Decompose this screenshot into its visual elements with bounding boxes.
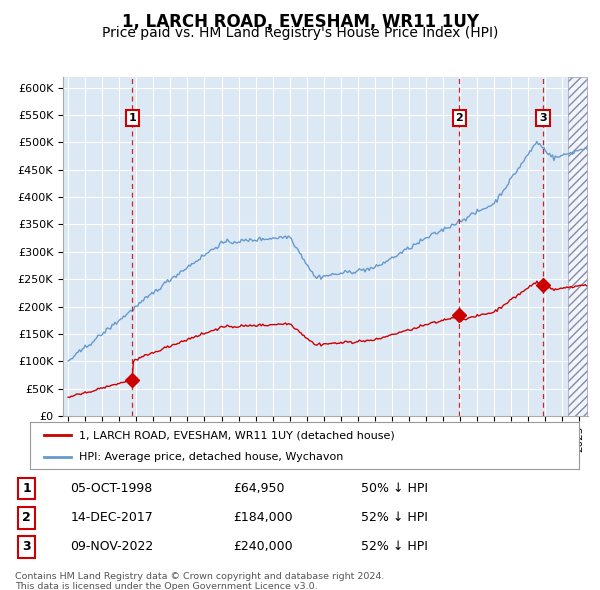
Text: 1, LARCH ROAD, EVESHAM, WR11 1UY: 1, LARCH ROAD, EVESHAM, WR11 1UY	[121, 13, 479, 31]
Text: 3: 3	[539, 113, 547, 123]
Text: 3: 3	[22, 540, 31, 553]
Text: HPI: Average price, detached house, Wychavon: HPI: Average price, detached house, Wych…	[79, 453, 344, 462]
Text: 2: 2	[455, 113, 463, 123]
Text: 52% ↓ HPI: 52% ↓ HPI	[361, 540, 428, 553]
Text: 1, LARCH ROAD, EVESHAM, WR11 1UY (detached house): 1, LARCH ROAD, EVESHAM, WR11 1UY (detach…	[79, 430, 395, 440]
Text: 05-OCT-1998: 05-OCT-1998	[70, 482, 152, 495]
Text: 09-NOV-2022: 09-NOV-2022	[70, 540, 154, 553]
Text: Contains HM Land Registry data © Crown copyright and database right 2024.: Contains HM Land Registry data © Crown c…	[15, 572, 385, 581]
Text: 14-DEC-2017: 14-DEC-2017	[70, 511, 153, 525]
Text: Price paid vs. HM Land Registry's House Price Index (HPI): Price paid vs. HM Land Registry's House …	[102, 26, 498, 40]
Text: 50% ↓ HPI: 50% ↓ HPI	[361, 482, 428, 495]
Text: 1: 1	[128, 113, 136, 123]
Text: This data is licensed under the Open Government Licence v3.0.: This data is licensed under the Open Gov…	[15, 582, 317, 590]
Text: £64,950: £64,950	[233, 482, 284, 495]
Text: 1: 1	[22, 482, 31, 495]
Text: 52% ↓ HPI: 52% ↓ HPI	[361, 511, 428, 525]
Text: £240,000: £240,000	[233, 540, 293, 553]
Text: £184,000: £184,000	[233, 511, 293, 525]
Text: 2: 2	[22, 511, 31, 525]
